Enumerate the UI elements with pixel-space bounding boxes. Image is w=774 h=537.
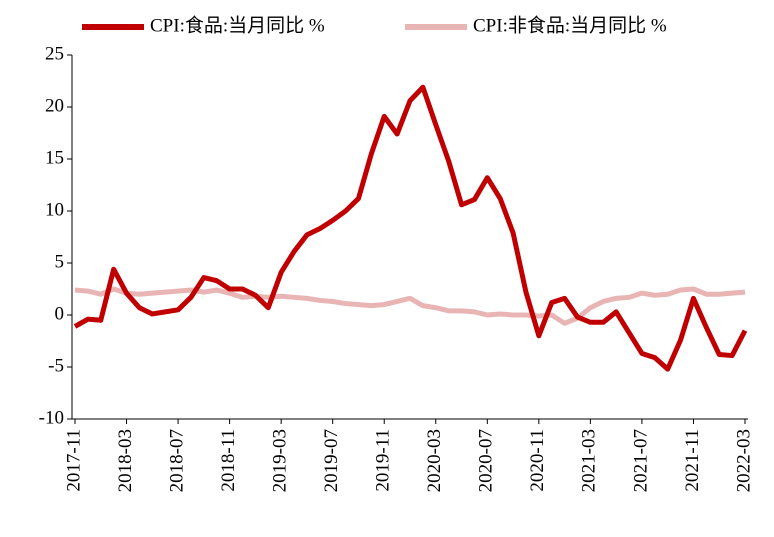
y-tick-label: 5 (55, 251, 65, 272)
x-tick-label: 2021-07 (630, 429, 651, 492)
legend-label: CPI:非食品:当月同比 % (473, 14, 667, 36)
y-tick-label: 15 (45, 147, 64, 168)
x-tick-label: 2018-07 (166, 429, 187, 492)
x-tick-label: 2021-11 (682, 429, 703, 492)
y-tick-label: 25 (45, 43, 64, 64)
x-tick-label: 2017-11 (63, 429, 84, 492)
x-tick-label: 2022-03 (733, 429, 754, 492)
y-tick-label: 20 (45, 95, 64, 116)
y-tick-label: -5 (48, 355, 64, 376)
x-tick-label: 2019-03 (270, 429, 291, 492)
y-tick-label: 0 (55, 303, 65, 324)
series-line (73, 84, 748, 372)
series-line (74, 286, 746, 326)
x-tick-label: 2020-11 (527, 429, 548, 492)
y-tick-label: 10 (45, 199, 64, 220)
x-tick-label: 2020-03 (424, 429, 445, 492)
x-tick-label: 2018-03 (115, 429, 136, 492)
legend-label: CPI:食品:当月同比 % (150, 14, 325, 36)
x-tick-label: 2020-07 (476, 429, 497, 492)
x-tick-label: 2021-03 (579, 429, 600, 492)
x-tick-label: 2019-11 (373, 429, 394, 492)
x-tick-label: 2019-07 (321, 429, 342, 492)
x-tick-label: 2018-11 (218, 429, 239, 492)
y-tick-label: -10 (39, 407, 64, 428)
